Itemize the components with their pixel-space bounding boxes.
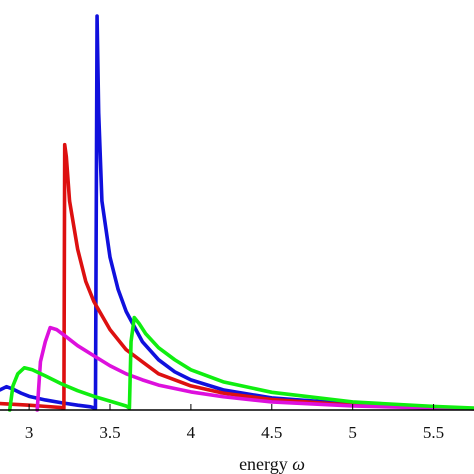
x-tick-label: 4 xyxy=(187,423,196,442)
x-tick-layer: 3 3.5 4 4.5 5 5.5 xyxy=(25,404,444,442)
x-tick-label: 5.5 xyxy=(423,423,444,442)
series-line-4 xyxy=(7,315,474,412)
x-tick-label: 3 xyxy=(25,423,34,442)
x-tick-label: 3.5 xyxy=(99,423,120,442)
x-axis-label-word: energy xyxy=(239,454,288,474)
series-line-1 xyxy=(0,14,474,411)
x-axis-label: energy ω xyxy=(239,454,305,474)
series-line-2 xyxy=(0,142,474,411)
x-tick-label: 5 xyxy=(348,423,357,442)
x-tick-label: 4.5 xyxy=(261,423,282,442)
x-axis-label-symbol: ω xyxy=(292,454,305,474)
series-layer xyxy=(0,14,474,412)
series-line-3 xyxy=(35,325,474,412)
